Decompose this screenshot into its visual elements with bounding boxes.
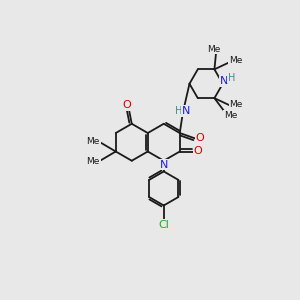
Text: Me: Me: [207, 44, 220, 53]
Text: H: H: [227, 73, 235, 82]
Text: Me: Me: [230, 100, 243, 109]
Text: N: N: [220, 76, 229, 86]
Text: Me: Me: [229, 56, 242, 65]
Text: O: O: [122, 100, 131, 110]
Text: Me: Me: [86, 157, 100, 166]
Text: Me: Me: [86, 137, 100, 146]
Text: O: O: [194, 146, 203, 156]
Text: O: O: [196, 133, 205, 143]
Text: Cl: Cl: [158, 220, 169, 230]
Text: N: N: [160, 160, 168, 170]
Text: Me: Me: [224, 111, 238, 120]
Text: N: N: [182, 106, 190, 116]
Text: H: H: [175, 106, 183, 116]
